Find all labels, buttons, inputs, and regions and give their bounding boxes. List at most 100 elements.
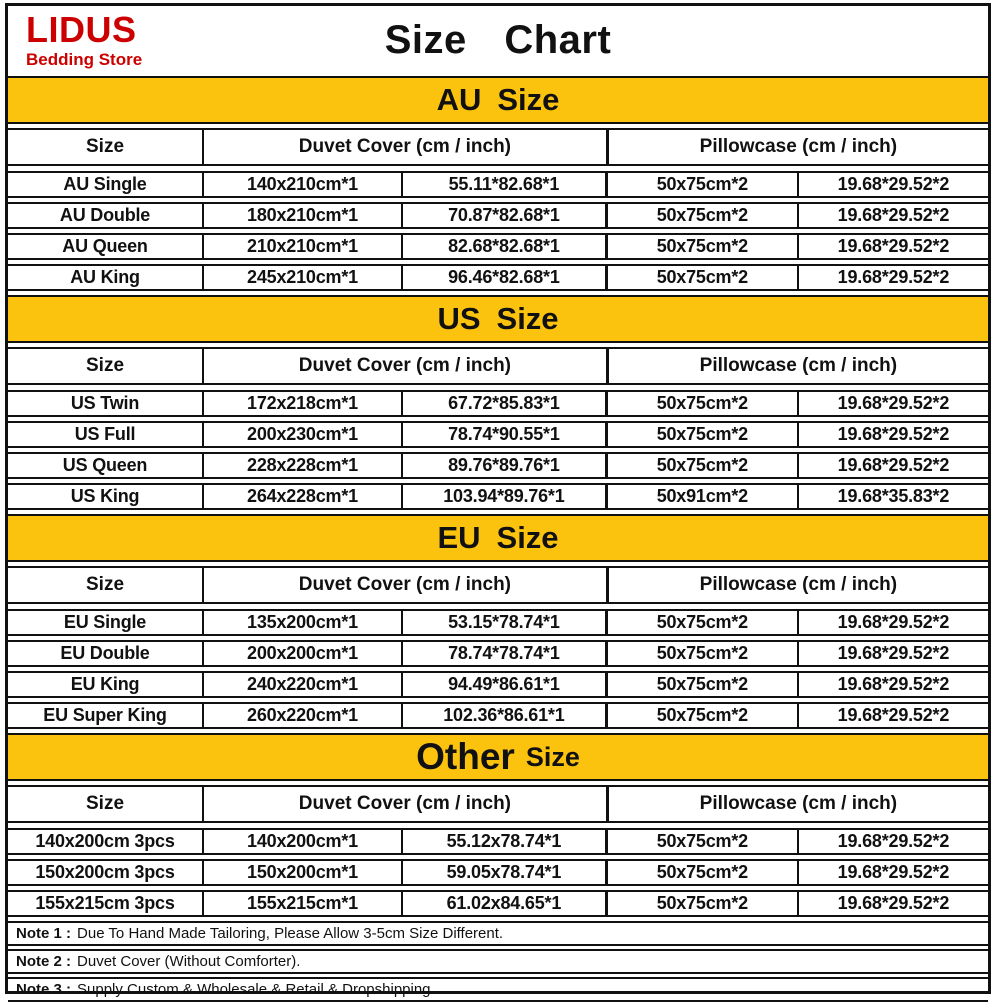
column-header-size: Size [86,355,125,376]
cell-pillow-inch: 19.68*29.52*2 [796,423,988,446]
table-row: AU Queen 210x210cm*1 82.68*82.68*1 50x75… [8,233,988,260]
column-header-duvet: Duvet Cover (cm / inch) [202,349,606,383]
table-row: 155x215cm 3pcs 155x215cm*1 61.02x84.65*1… [8,890,988,917]
cell-pillow-cm: 50x75cm*2 [604,235,797,258]
cell-pillow-inch: 19.68*29.52*2 [796,892,988,915]
cell-duvet-inch: 61.02x84.65*1 [400,892,605,915]
store-logo: LIDUS Bedding Store [26,9,143,69]
cell-pillow-inch: 19.68*29.52*2 [796,204,988,227]
banner-region-label: Other [416,736,515,777]
cell-pillow-inch: 19.68*29.52*2 [796,642,988,665]
cell-duvet-cm: 180x210cm*1 [202,204,401,227]
note-text: Supply Custom & Wholesale & Retail & Dro… [77,981,435,998]
banner-size-label: Size [497,82,560,117]
cell-duvet-cm: 264x228cm*1 [202,485,401,508]
size-chart-frame: LIDUS Bedding Store Size Chart AU Size S… [5,3,991,1002]
cell-pillow-cm: 50x75cm*2 [604,454,797,477]
cell-duvet-inch: 102.36*86.61*1 [400,704,605,727]
table-row: 150x200cm 3pcs 150x200cm*1 59.05x78.74*1… [8,859,988,886]
table-row: 140x200cm 3pcs 140x200cm*1 55.12x78.74*1… [8,828,988,855]
cell-size: US Full [74,424,136,444]
table-row: US Twin 172x218cm*1 67.72*85.83*1 50x75c… [8,390,988,417]
banner-region-label: US [437,301,481,336]
table-header-other: Size Duvet Cover (cm / inch) Pillowcase … [8,785,988,823]
note-2: Note 2 : Duvet Cover (Without Comforter)… [8,949,988,974]
column-header-duvet: Duvet Cover (cm / inch) [202,787,606,821]
cell-duvet-cm: 155x215cm*1 [202,892,401,915]
table-row: EU Single 135x200cm*1 53.15*78.74*1 50x7… [8,609,988,636]
note-3: Note 3 : Supply Custom & Wholesale & Ret… [8,977,988,1002]
table-row: US Full 200x230cm*1 78.74*90.55*1 50x75c… [8,421,988,448]
note-1: Note 1 : Due To Hand Made Tailoring, Ple… [8,921,988,946]
cell-pillow-cm: 50x75cm*2 [604,830,797,853]
cell-duvet-inch: 67.72*85.83*1 [400,392,605,415]
cell-duvet-cm: 245x210cm*1 [202,266,401,289]
cell-duvet-inch: 94.49*86.61*1 [400,673,605,696]
cell-duvet-inch: 82.68*82.68*1 [400,235,605,258]
table-header-us: Size Duvet Cover (cm / inch) Pillowcase … [8,347,988,385]
cell-size: EU Single [63,612,147,632]
cell-pillow-inch: 19.68*29.52*2 [796,266,988,289]
cell-pillow-cm: 50x75cm*2 [604,173,797,196]
cell-size: 150x200cm 3pcs [35,862,175,882]
store-logo-subtitle: Bedding Store [26,50,143,69]
cell-duvet-cm: 140x210cm*1 [202,173,401,196]
cell-duvet-inch: 59.05x78.74*1 [400,861,605,884]
cell-duvet-cm: 150x200cm*1 [202,861,401,884]
cell-duvet-cm: 135x200cm*1 [202,611,401,634]
cell-pillow-inch: 19.68*29.52*2 [796,611,988,634]
table-row: EU King 240x220cm*1 94.49*86.61*1 50x75c… [8,671,988,698]
cell-size: AU Double [59,205,151,225]
table-row: AU Single 140x210cm*1 55.11*82.68*1 50x7… [8,171,988,198]
cell-pillow-cm: 50x75cm*2 [604,892,797,915]
cell-size: AU Queen [62,236,148,256]
cell-pillow-inch: 19.68*29.52*2 [796,392,988,415]
store-logo-name: LIDUS [26,9,137,50]
cell-pillow-cm: 50x75cm*2 [604,266,797,289]
cell-size: US Twin [70,393,140,413]
page-title: Size Chart [384,18,612,62]
section-banner-us: US Size [8,295,988,343]
cell-size: US Queen [62,455,148,475]
note-text: Due To Hand Made Tailoring, Please Allow… [77,925,504,942]
cell-pillow-inch: 19.68*29.52*2 [796,830,988,853]
table-header-au: Size Duvet Cover (cm / inch) Pillowcase … [8,128,988,166]
table-row: US King 264x228cm*1 103.94*89.76*1 50x91… [8,483,988,510]
cell-duvet-cm: 210x210cm*1 [202,235,401,258]
column-header-pillowcase: Pillowcase (cm / inch) [605,568,988,602]
cell-size: 140x200cm 3pcs [35,831,175,851]
note-text: Duvet Cover (Without Comforter). [77,953,301,970]
section-banner-eu: EU Size [8,514,988,562]
cell-size: 155x215cm 3pcs [35,893,175,913]
cell-duvet-inch: 70.87*82.68*1 [400,204,605,227]
cell-pillow-cm: 50x75cm*2 [604,673,797,696]
cell-duvet-cm: 260x220cm*1 [202,704,401,727]
note-label: Note 3 : [16,981,72,998]
banner-size-label: Size [525,741,580,772]
table-body-au: AU Single 140x210cm*1 55.11*82.68*1 50x7… [8,171,988,291]
cell-pillow-inch: 19.68*35.83*2 [796,485,988,508]
cell-size: AU Single [63,174,147,194]
cell-pillow-cm: 50x91cm*2 [604,485,797,508]
note-label: Note 2 : [16,953,72,970]
table-header-eu: Size Duvet Cover (cm / inch) Pillowcase … [8,566,988,604]
cell-pillow-cm: 50x75cm*2 [604,861,797,884]
cell-pillow-cm: 50x75cm*2 [604,611,797,634]
column-header-pillowcase: Pillowcase (cm / inch) [605,349,988,383]
table-body-eu: EU Single 135x200cm*1 53.15*78.74*1 50x7… [8,609,988,729]
table-row: AU Double 180x210cm*1 70.87*82.68*1 50x7… [8,202,988,229]
cell-pillow-inch: 19.68*29.52*2 [796,673,988,696]
cell-duvet-cm: 228x228cm*1 [202,454,401,477]
banner-size-label: Size [496,301,559,336]
column-header-duvet: Duvet Cover (cm / inch) [202,130,606,164]
cell-duvet-inch: 78.74*90.55*1 [400,423,605,446]
cell-duvet-inch: 89.76*89.76*1 [400,454,605,477]
notes: Note 1 : Due To Hand Made Tailoring, Ple… [8,921,988,1002]
cell-size: EU Super King [43,705,167,725]
cell-pillow-cm: 50x75cm*2 [604,204,797,227]
table-body-other: 140x200cm 3pcs 140x200cm*1 55.12x78.74*1… [8,828,988,917]
cell-size: AU King [70,267,140,287]
section-banner-other: Other Size [8,733,988,781]
cell-duvet-cm: 172x218cm*1 [202,392,401,415]
cell-pillow-cm: 50x75cm*2 [604,704,797,727]
